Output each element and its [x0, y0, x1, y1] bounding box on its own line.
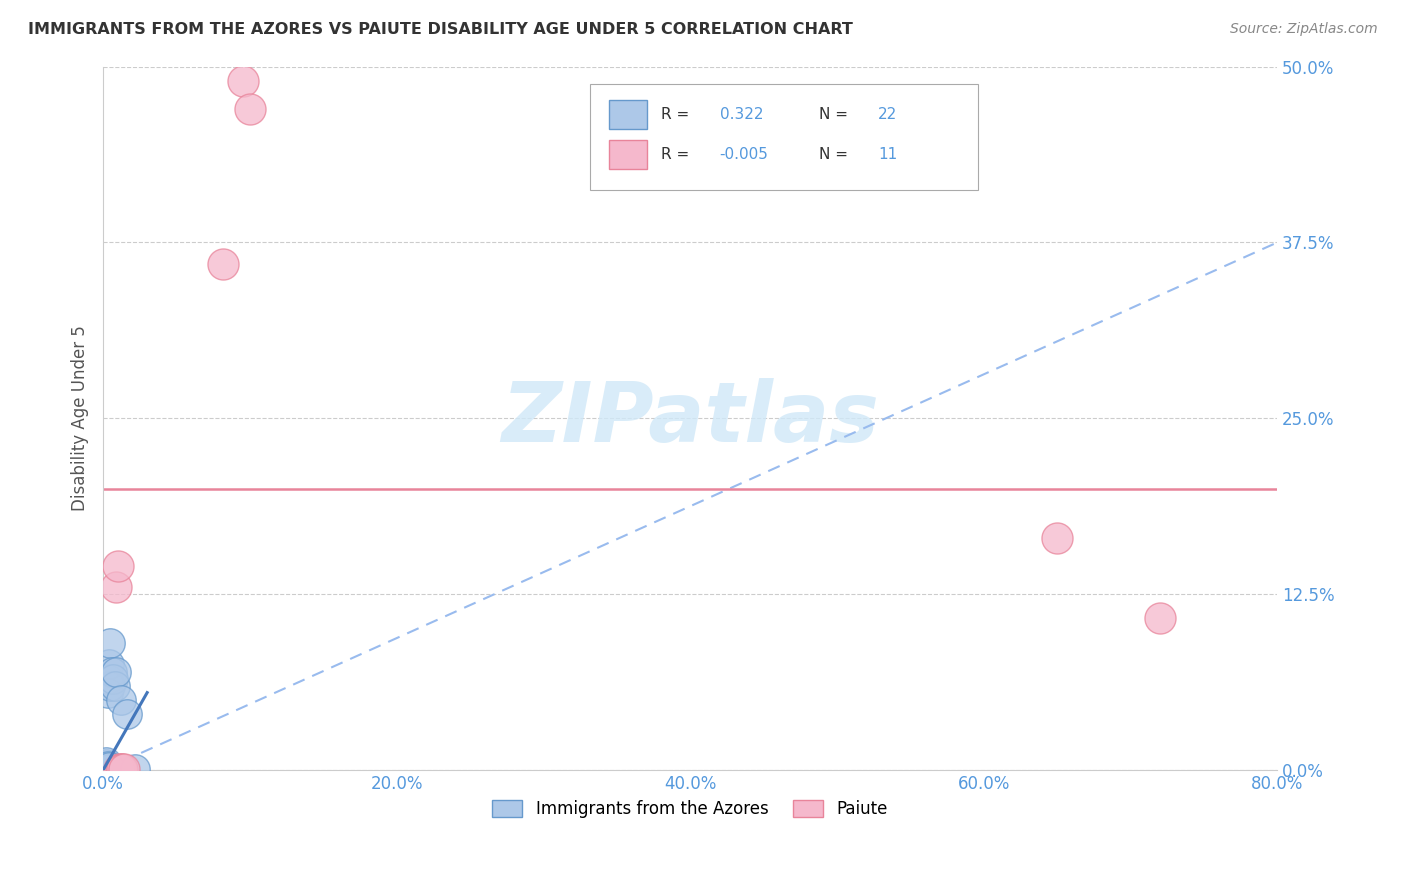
Point: [93, 758, 115, 772]
Point: [112, 762, 135, 776]
Point: [105, 580, 128, 594]
Point: [100, 679, 122, 693]
Point: [93, 762, 115, 776]
Point: [94, 757, 117, 772]
Point: [1046, 531, 1069, 545]
Point: [94, 762, 117, 776]
Point: [100, 636, 122, 650]
Text: ZIPatlas: ZIPatlas: [502, 378, 879, 458]
Point: [98, 657, 121, 672]
Point: [103, 672, 125, 686]
Point: [98, 760, 121, 774]
Point: [96, 762, 118, 776]
Point: [93, 760, 115, 774]
Text: 0.322: 0.322: [720, 107, 763, 122]
Point: [111, 762, 134, 776]
Point: [96, 685, 118, 699]
Point: [239, 102, 262, 116]
Text: R =: R =: [661, 107, 689, 122]
FancyBboxPatch shape: [609, 140, 647, 169]
Text: N =: N =: [820, 147, 848, 162]
Point: [124, 762, 146, 776]
Text: IMMIGRANTS FROM THE AZORES VS PAIUTE DISABILITY AGE UNDER 5 CORRELATION CHART: IMMIGRANTS FROM THE AZORES VS PAIUTE DIS…: [28, 22, 853, 37]
Point: [94, 760, 117, 774]
Point: [94, 755, 117, 769]
Y-axis label: Disability Age Under 5: Disability Age Under 5: [72, 326, 89, 511]
Text: 22: 22: [879, 107, 897, 122]
Text: R =: R =: [661, 147, 689, 162]
Point: [115, 706, 138, 721]
Point: [96, 758, 118, 772]
Text: Source: ZipAtlas.com: Source: ZipAtlas.com: [1230, 22, 1378, 37]
Point: [110, 762, 132, 776]
Point: [232, 73, 254, 87]
Legend: Immigrants from the Azores, Paiute: Immigrants from the Azores, Paiute: [485, 794, 894, 825]
Text: 11: 11: [879, 147, 897, 162]
Point: [212, 256, 235, 270]
Point: [96, 672, 118, 686]
Point: [104, 679, 127, 693]
Text: -0.005: -0.005: [720, 147, 769, 162]
Text: N =: N =: [820, 107, 848, 122]
Point: [107, 559, 129, 574]
Point: [101, 665, 124, 679]
Point: [108, 762, 131, 776]
Point: [1149, 611, 1171, 625]
Point: [110, 692, 132, 706]
FancyBboxPatch shape: [591, 84, 977, 190]
Point: [105, 665, 128, 679]
FancyBboxPatch shape: [609, 100, 647, 129]
